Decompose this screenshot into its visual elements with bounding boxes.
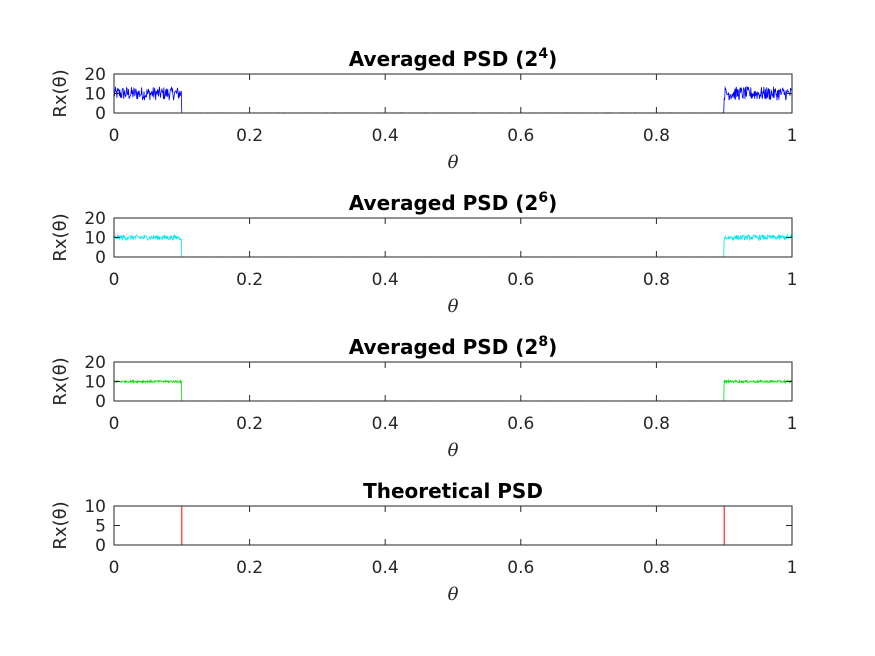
x-tick-label: 0.8 xyxy=(643,558,670,578)
chart-title: Averaged PSD (26) xyxy=(349,190,557,215)
x-tick-label: 0 xyxy=(109,414,120,434)
x-tick-label: 1 xyxy=(787,414,798,434)
y-tick-label: 0 xyxy=(95,104,106,124)
y-tick-label: 0 xyxy=(95,248,106,268)
x-tick-label: 0.2 xyxy=(236,270,263,290)
axes-box xyxy=(113,505,793,546)
y-tick-label: 5 xyxy=(95,517,106,537)
y-axis-label: Rx(θ) xyxy=(50,357,71,405)
x-tick-label: 0.8 xyxy=(643,414,670,434)
title-superscript: 6 xyxy=(538,190,548,206)
x-tick-label: 0.4 xyxy=(372,270,399,290)
x-tick-label: 0.2 xyxy=(236,414,263,434)
chart-title: Averaged PSD (24) xyxy=(349,46,557,71)
title-superscript: 4 xyxy=(538,46,548,62)
title-text: Theoretical PSD xyxy=(363,479,543,503)
y-tick-label: 10 xyxy=(84,497,106,517)
x-axis-label: θ xyxy=(448,584,459,605)
title-close: ) xyxy=(548,191,557,215)
x-tick-label: 0.2 xyxy=(236,558,263,578)
y-tick-label: 20 xyxy=(84,209,106,229)
x-axis-label: θ xyxy=(448,152,459,173)
x-tick-label: 0.4 xyxy=(372,558,399,578)
title-text: Averaged PSD (2 xyxy=(349,47,539,71)
x-tick-label: 0 xyxy=(109,558,120,578)
x-tick-label: 0.4 xyxy=(372,414,399,434)
x-tick-label: 0 xyxy=(109,270,120,290)
x-tick-label: 0.6 xyxy=(507,558,534,578)
y-tick-label: 10 xyxy=(84,373,106,393)
title-text: Averaged PSD (2 xyxy=(349,335,539,359)
x-tick-label: 1 xyxy=(787,270,798,290)
x-tick-label: 0.8 xyxy=(643,270,670,290)
axes-box xyxy=(113,73,793,114)
y-tick-label: 0 xyxy=(95,536,106,556)
axes-box xyxy=(113,361,793,402)
x-tick-label: 0 xyxy=(109,126,120,146)
y-axis-label: Rx(θ) xyxy=(50,213,71,261)
y-tick-label: 10 xyxy=(84,85,106,105)
x-tick-label: 1 xyxy=(787,126,798,146)
y-tick-label: 10 xyxy=(84,229,106,249)
x-axis-label: θ xyxy=(448,440,459,461)
y-tick-label: 20 xyxy=(84,353,106,373)
chart-title: Theoretical PSD xyxy=(363,479,543,503)
title-close: ) xyxy=(548,335,557,359)
x-tick-label: 0.6 xyxy=(507,126,534,146)
x-tick-label: 0.8 xyxy=(643,126,670,146)
x-tick-label: 0.4 xyxy=(372,126,399,146)
y-axis-label: Rx(θ) xyxy=(50,501,71,549)
x-axis-label: θ xyxy=(448,296,459,317)
title-close: ) xyxy=(548,47,557,71)
title-superscript: 8 xyxy=(538,334,548,350)
axes-box xyxy=(113,217,793,258)
x-tick-label: 0.6 xyxy=(507,414,534,434)
y-axis-label: Rx(θ) xyxy=(50,69,71,117)
x-tick-label: 0.6 xyxy=(507,270,534,290)
x-tick-label: 1 xyxy=(787,558,798,578)
x-tick-label: 0.2 xyxy=(236,126,263,146)
y-tick-label: 20 xyxy=(84,65,106,85)
title-text: Averaged PSD (2 xyxy=(349,191,539,215)
chart-title: Averaged PSD (28) xyxy=(349,334,557,359)
y-tick-label: 0 xyxy=(95,392,106,412)
